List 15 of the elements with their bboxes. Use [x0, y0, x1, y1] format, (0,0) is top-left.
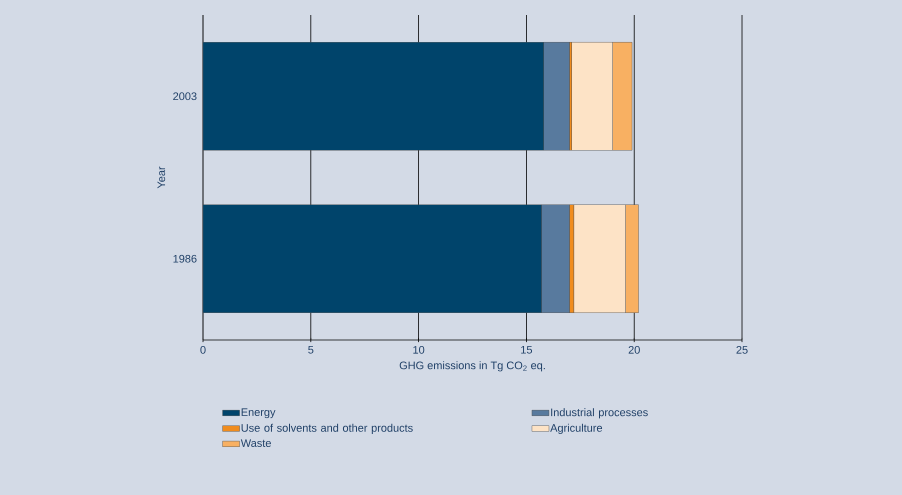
y-tick-label: 2003 [173, 92, 197, 100]
x-axis-title: GHG emissions in Tg CO$_{2}$ eq. [400, 361, 545, 372]
x-tick-label: 25 [736, 346, 748, 354]
legend-label: Energy [242, 408, 276, 418]
x-tick-label: 10 [413, 346, 424, 354]
legend-label: Agriculture [550, 424, 602, 434]
legend-label: Industrial processes [551, 408, 648, 418]
x-tick-label: 15 [521, 346, 532, 354]
x-tick-label: 0 [200, 346, 206, 354]
legend-label: Waste [240, 439, 271, 447]
legend-label: Use of solvents and other products [242, 424, 413, 434]
y-tick-label: 1986 [173, 254, 197, 263]
y-axis-title: Year [158, 166, 166, 188]
x-tick-label: 20 [628, 346, 640, 354]
x-tick-label: 5 [308, 346, 314, 354]
